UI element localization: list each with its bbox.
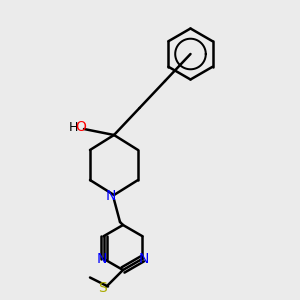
Text: N: N [106, 190, 116, 203]
Text: H: H [69, 121, 78, 134]
Text: N: N [97, 252, 107, 266]
Text: N: N [139, 252, 149, 266]
Text: O: O [76, 121, 86, 134]
Text: S: S [98, 281, 106, 295]
